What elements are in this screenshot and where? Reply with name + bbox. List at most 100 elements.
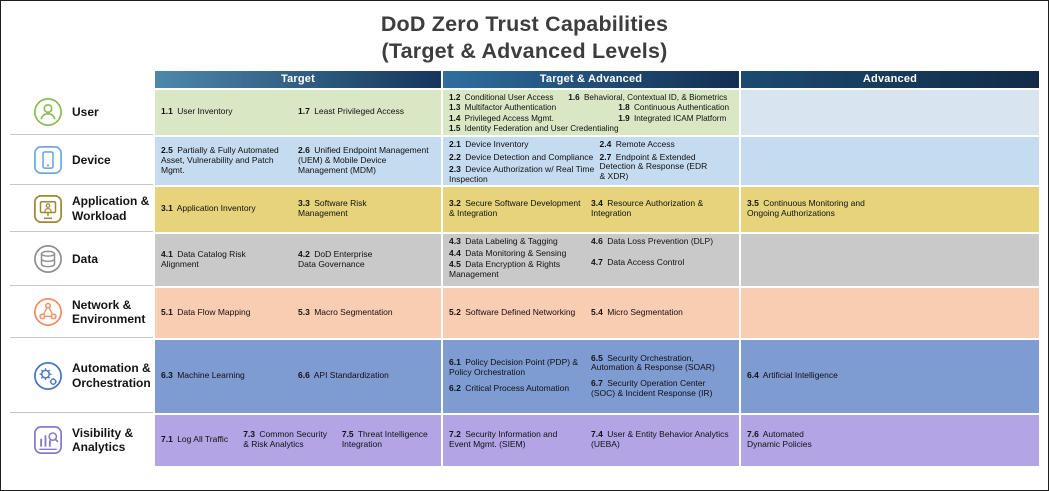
capability-text: Device Inventory <box>465 138 529 149</box>
cell-data-target-advanced: 4.3 Data Labeling & Tagging 4.4 Data Moni… <box>443 233 739 286</box>
capability-number: 7.4 <box>591 429 603 440</box>
capability-text: User Inventory <box>177 106 233 117</box>
capability-item: 3.1 Application Inventory <box>161 203 298 214</box>
cell-device-advanced <box>741 136 1039 185</box>
capability-number: 6.1 <box>449 357 461 368</box>
application-workload-icon <box>33 194 63 224</box>
automation-orchestration-icon <box>33 361 63 391</box>
capability-group: 5.2 Software Defined Networking <box>449 306 591 318</box>
capability-item: 5.3 Macro Segmentation <box>298 306 435 318</box>
capability-number: 6.4 <box>747 370 759 381</box>
capability-text: Multifactor Authentication <box>464 103 557 113</box>
capability-number: 3.3 <box>298 198 310 209</box>
capability-number: 5.3 <box>298 306 310 317</box>
capability-number: 4.3 <box>449 235 461 246</box>
capability-number: 1.3 <box>449 103 461 113</box>
capability-text: User & Entity Behavior Analytics (UEBA) <box>591 429 729 450</box>
capability-number: 2.3 <box>449 164 461 175</box>
capability-text: Critical Process Automation <box>465 383 570 394</box>
capability-group: 4.2 DoD Enterprise Data Governance <box>298 249 435 270</box>
capability-item: 6.4 Artificial Intelligence <box>747 370 919 381</box>
capability-text: Unified Endpoint Management (UEM) & Mobi… <box>298 144 429 175</box>
row-label-text: User <box>72 104 99 119</box>
capability-text: Automated Dynamic Policies <box>747 429 812 450</box>
capability-item: 1.2 Conditional User Access <box>449 93 568 103</box>
capability-number: 1.2 <box>449 92 461 102</box>
slide-title-line1: DoD Zero Trust Capabilities <box>380 12 669 36</box>
capability-text: Log All Traffic <box>177 434 229 445</box>
capability-text: Software Defined Networking <box>465 306 576 317</box>
capability-group: 5.1 Data Flow Mapping <box>161 307 298 318</box>
capability-text: Data Labeling & Tagging <box>465 235 558 246</box>
capability-item: 7.5 Threat Intelligence Integration <box>341 429 435 450</box>
capability-item: 3.3 Software Risk Management <box>298 198 393 219</box>
cell-visibility-analytics-target: 7.1 Log All Traffic 7.3 Common Security &… <box>155 414 441 466</box>
capability-item: 7.4 User & Entity Behavior Analytics (UE… <box>591 429 733 450</box>
capability-group: 7.3 Common Security & Risk Analytics <box>243 429 342 450</box>
capability-number: 3.4 <box>591 198 603 209</box>
capability-item: 2.6 Unified Endpoint Management (UEM) & … <box>298 144 431 176</box>
capability-item: 1.6 Behavioral, Contextual ID, & Biometr… <box>568 93 733 103</box>
capability-text: Data Loss Prevention (DLP) <box>607 235 714 246</box>
capability-number: 1.1 <box>161 106 173 117</box>
capability-item: 1.4 Privileged Access Mgmt. <box>449 114 568 124</box>
capability-text: Continuous Monitoring and Ongoing Author… <box>747 198 865 219</box>
cell-visibility-analytics-advanced: 7.6 Automated Dynamic Policies <box>741 414 1039 466</box>
capability-group: 3.4 Resource Authorization & Integration <box>591 198 733 219</box>
capability-number: 1.4 <box>449 113 461 123</box>
capability-group: 5.4 Micro Segmentation <box>591 307 733 318</box>
cell-automation-orchestration-advanced: 6.4 Artificial Intelligence <box>741 339 1039 413</box>
capability-item: 6.5 Security Orchestration, Automation &… <box>591 353 716 374</box>
capability-group: 5.3 Macro Segmentation <box>298 306 435 318</box>
capability-number: 3.5 <box>747 198 759 209</box>
capability-number: 6.7 <box>591 378 603 389</box>
capability-text: Continuous Authentication <box>633 103 730 113</box>
cell-user-target-advanced: 1.2 Conditional User Access 1.3 Multifact… <box>443 89 739 135</box>
capability-text: Threat Intelligence Integration <box>341 429 428 450</box>
capability-text: Identity Federation and User Credentiali… <box>464 124 619 134</box>
capability-number: 5.2 <box>449 306 461 317</box>
row-label-application-workload: Application & Workload <box>10 186 153 232</box>
capability-group: 4.1 Data Catalog Risk Alignment <box>161 249 298 270</box>
cell-user-advanced <box>741 89 1039 135</box>
capability-item: 6.2 Critical Process Automation <box>449 383 584 394</box>
capability-number: 2.6 <box>298 144 310 155</box>
cell-network-environment-target: 5.1 Data Flow Mapping 5.3 Macro Segmentat… <box>155 287 441 338</box>
capability-number: 4.7 <box>591 256 603 267</box>
user-icon <box>33 97 63 127</box>
capability-group: 7.5 Threat Intelligence Integration <box>341 429 435 450</box>
capability-grid: Target Target & Advanced Advanced User 1.… <box>10 70 1039 466</box>
capability-text: Data Monitoring & Sensing <box>465 247 567 258</box>
capability-group: 7.2 Security Information and Event Mgmt.… <box>449 429 591 450</box>
header-corner <box>10 70 153 88</box>
capability-text: Machine Learning <box>177 370 245 381</box>
row-label-text: Visibility & Analytics <box>72 425 134 455</box>
capability-number: 1.6 <box>568 92 580 102</box>
capability-group: 1.2 Conditional User Access 1.3 Multifact… <box>449 93 619 134</box>
capability-text: Privileged Access Mgmt. <box>464 113 554 123</box>
cell-application-workload-advanced: 3.5 Continuous Monitoring and Ongoing Au… <box>741 186 1039 232</box>
capability-group: 3.1 Application Inventory <box>161 203 298 214</box>
capability-text: Device Authorization w/ Real Time Inspec… <box>449 164 595 185</box>
row-label-text: Automation & Orchestration <box>72 361 151 390</box>
column-header-target: Target <box>155 70 441 88</box>
capability-item: 1.8 Continuous Authentication <box>618 103 733 113</box>
capability-text: Security Information and Event Mgmt. (SI… <box>449 429 558 450</box>
capability-number: 4.4 <box>449 247 461 258</box>
capability-item: 7.3 Common Security & Risk Analytics <box>243 429 328 450</box>
network-environment-icon <box>33 297 63 327</box>
capability-item: 4.3 Data Labeling & Tagging <box>449 235 591 247</box>
row-label-device: Device <box>10 136 153 185</box>
capability-group: 6.5 Security Orchestration, Automation &… <box>591 353 733 399</box>
capability-text: Resource Authorization & Integration <box>591 198 704 219</box>
capability-item: 3.2 Secure Software Development & Integr… <box>449 198 587 219</box>
capability-item: 2.7 Endpoint & Extended Detection & Resp… <box>600 152 710 183</box>
capability-item: 1.9 Integrated ICAM Platform <box>618 114 733 124</box>
cell-network-environment-target-advanced: 5.2 Software Defined Networking 5.4 Micro… <box>443 287 739 338</box>
row-label-text: Data <box>72 252 99 267</box>
row-label-text: Network & Environment <box>72 297 146 327</box>
capability-item: 2.1 Device Inventory <box>449 138 600 150</box>
capability-group: 2.6 Unified Endpoint Management (UEM) & … <box>298 144 435 176</box>
cell-automation-orchestration-target: 6.3 Machine Learning 6.6 API Standardizat… <box>155 339 441 413</box>
